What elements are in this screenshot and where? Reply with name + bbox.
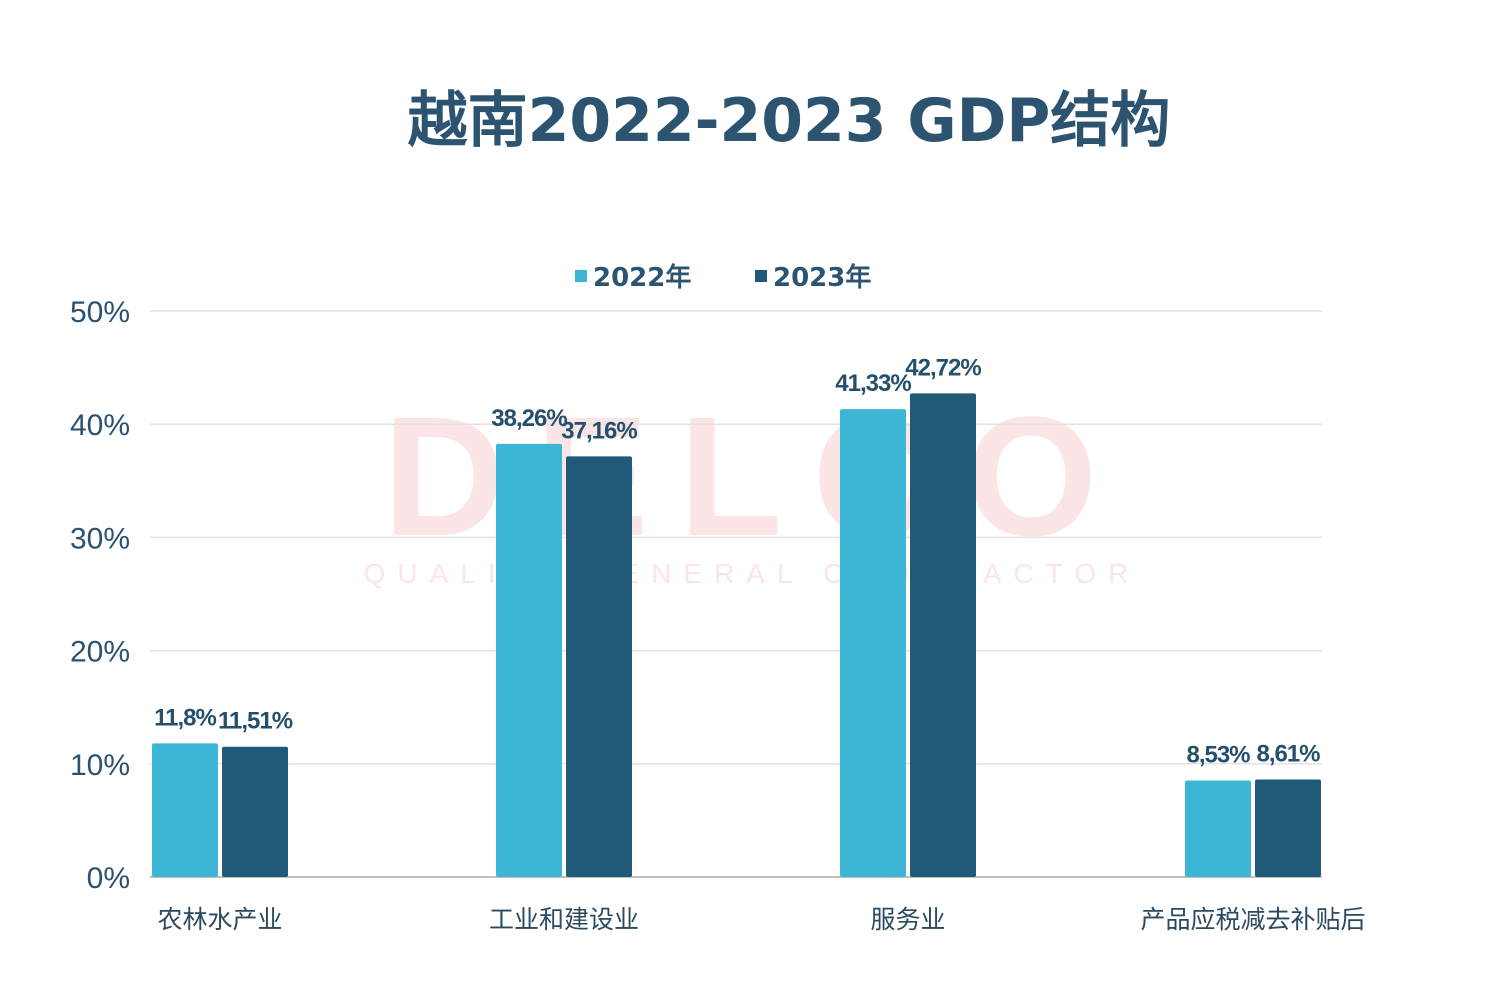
legend-label: 2022年	[593, 262, 691, 293]
bar-2023	[910, 393, 976, 877]
y-tick-label: 10%	[70, 749, 130, 782]
y-tick-label: 40%	[70, 409, 130, 442]
data-label: 8,53%	[1186, 741, 1250, 768]
x-category-label: 产品应税减去补贴后	[1140, 905, 1365, 934]
y-tick-label: 20%	[70, 636, 130, 669]
bar-2022	[840, 409, 906, 877]
data-label: 37,16%	[561, 417, 637, 444]
bar-2023	[566, 456, 632, 877]
x-category-label: 农林水产业	[157, 905, 282, 934]
bar-2023	[1255, 779, 1321, 877]
x-category-label: 服务业	[870, 905, 945, 934]
data-label: 42,72%	[905, 354, 981, 381]
legend-label: 2023年	[773, 262, 871, 293]
chart-title: 越南2022-2023 GDP结构	[407, 86, 1171, 156]
x-category-label: 工业和建设业	[489, 905, 639, 934]
bar-2023	[222, 746, 288, 877]
data-label: 38,26%	[491, 405, 567, 432]
data-label: 11,51%	[218, 708, 293, 735]
data-label: 11,8%	[154, 704, 216, 731]
bar-2022	[1185, 780, 1251, 877]
watermark-tagline: QUALITY GENERAL CONTRACTOR	[364, 558, 1141, 589]
y-tick-label: 30%	[70, 522, 130, 555]
data-label: 41,33%	[835, 370, 911, 397]
y-tick-label: 50%	[70, 296, 130, 329]
data-label: 8,61%	[1256, 741, 1320, 768]
bar-2022	[152, 743, 218, 877]
legend-swatch-0	[575, 270, 587, 282]
y-tick-label: 0%	[87, 862, 130, 895]
bar-2022	[496, 443, 562, 877]
legend-swatch-1	[755, 270, 767, 282]
